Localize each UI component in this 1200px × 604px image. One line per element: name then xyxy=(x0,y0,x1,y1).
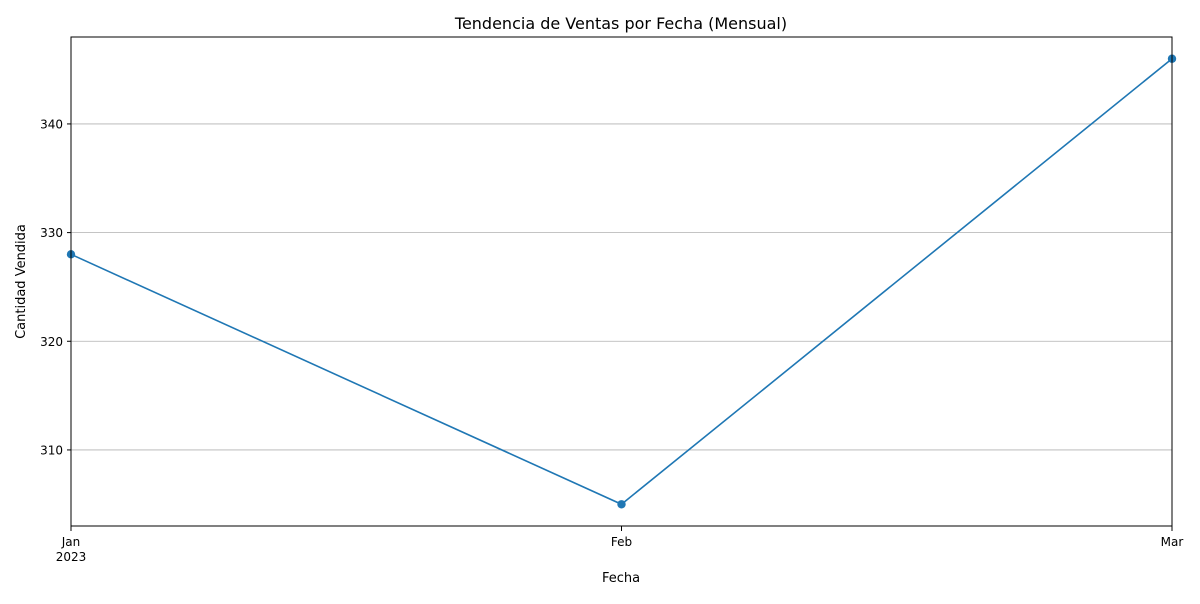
x-tick-label: Feb xyxy=(611,535,632,549)
y-axis-label: Cantidad Vendida xyxy=(14,224,29,339)
y-tick-label: 330 xyxy=(40,226,63,240)
x-axis-ticks: Jan Feb Mar 2023 xyxy=(56,526,1184,564)
y-tick-label: 340 xyxy=(40,117,63,131)
grid-lines xyxy=(71,123,1172,451)
x-tick-label: Mar xyxy=(1161,535,1184,549)
y-tick-label: 310 xyxy=(40,443,63,457)
y-tick-label: 320 xyxy=(40,335,63,349)
chart-title: Tendencia de Ventas por Fecha (Mensual) xyxy=(454,14,787,33)
x-axis-label: Fecha xyxy=(602,571,640,586)
y-axis-ticks: 310 320 330 340 xyxy=(40,117,71,457)
x-tick-year-label: 2023 xyxy=(56,550,87,564)
x-tick-label: Jan xyxy=(61,535,81,549)
data-point xyxy=(617,500,626,509)
